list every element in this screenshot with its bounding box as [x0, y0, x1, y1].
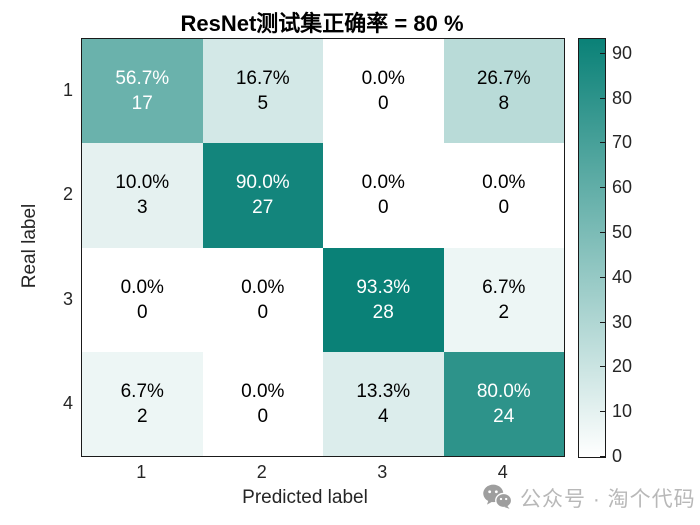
matrix-cell: 0.0% 0 — [82, 247, 203, 352]
chart-title: ResNet测试集正确率 = 80 % — [180, 11, 464, 36]
watermark-text: 公众号 · 淘个代码 — [520, 488, 696, 511]
cell-count: 0 — [257, 405, 269, 427]
cell-percent: 10.0% — [115, 172, 170, 194]
cell-percent: 0.0% — [361, 68, 405, 90]
matrix-cell: 80.0% 24 — [443, 351, 564, 456]
y-tick-label: 4 — [62, 392, 73, 413]
colorbar-tick-label: 70 — [612, 132, 633, 153]
matrix-cell: 10.0% 3 — [82, 143, 203, 248]
matrix-cell: 6.7% 2 — [443, 247, 564, 352]
watermark: 公众号 · 淘个代码 — [482, 483, 696, 513]
cell-count: 0 — [377, 197, 389, 219]
matrix-cell: 0.0% 0 — [323, 143, 444, 248]
colorbar-tick-label: 0 — [612, 446, 623, 466]
cell-percent: 16.7% — [235, 68, 290, 90]
matrix-cell: 93.3% 28 — [323, 247, 444, 352]
colorbar-tick-mark — [600, 97, 606, 99]
matrix-cell: 0.0% 0 — [202, 247, 323, 352]
matrix-cell: 6.7% 2 — [82, 351, 203, 456]
colorbar-tick-mark — [600, 142, 606, 144]
cell-percent: 13.3% — [356, 380, 411, 402]
cell-count: 28 — [372, 301, 394, 323]
cell-count: 27 — [252, 197, 274, 219]
colorbar-tick-label: 80 — [612, 87, 633, 108]
cell-percent: 80.0% — [476, 380, 531, 402]
colorbar-tick-mark — [600, 366, 606, 368]
cell-count: 0 — [377, 93, 389, 115]
cell-percent: 90.0% — [235, 172, 290, 194]
colorbar-tick-label: 90 — [612, 42, 633, 63]
y-tick-label: 3 — [62, 288, 73, 309]
cell-count: 0 — [498, 197, 510, 219]
matrix-cell: 0.0% 0 — [323, 39, 444, 144]
colorbar-gradient — [578, 38, 606, 458]
x-tick-label: 3 — [377, 462, 388, 482]
cell-count: 0 — [136, 301, 148, 323]
cell-percent: 0.0% — [361, 172, 405, 194]
matrix-cell: 0.0% 0 — [443, 143, 564, 248]
cell-percent: 6.7% — [482, 276, 526, 298]
colorbar-tick-mark — [600, 187, 606, 189]
x-tick-label: 4 — [497, 462, 508, 482]
cell-count: 17 — [131, 93, 153, 115]
cell-count: 2 — [136, 405, 148, 427]
wechat-icon — [482, 483, 512, 513]
cell-percent: 26.7% — [476, 68, 531, 90]
matrix-cell: 90.0% 27 — [202, 143, 323, 248]
cell-count: 8 — [498, 93, 510, 115]
cell-count: 3 — [136, 197, 148, 219]
matrix-cell: 16.7% 5 — [202, 39, 323, 144]
cell-percent: 0.0% — [482, 172, 526, 194]
matrix-cell: 0.0% 0 — [202, 351, 323, 456]
matrix-cell: 26.7% 8 — [443, 39, 564, 144]
cell-count: 24 — [493, 405, 515, 427]
x-tick-label: 2 — [256, 462, 267, 482]
cell-count: 4 — [377, 405, 389, 427]
colorbar-tick-mark — [600, 456, 606, 457]
y-axis-label: Real label — [19, 203, 40, 289]
cell-count: 5 — [257, 93, 269, 115]
colorbar-tick-label: 10 — [612, 401, 633, 422]
matrix-grid: 56.7% 17 16.7% 5 0.0% 0 26.7% 8 10.0% 3 90.0% 27 0.0… — [81, 38, 565, 457]
colorbar-tick-mark — [600, 411, 606, 413]
colorbar-tick-mark — [600, 52, 606, 54]
cell-percent: 6.7% — [120, 380, 164, 402]
colorbar-tick-label: 20 — [612, 356, 633, 377]
cell-count: 0 — [257, 301, 269, 323]
y-tick-label: 2 — [62, 184, 73, 205]
cell-percent: 0.0% — [241, 276, 285, 298]
cell-percent: 56.7% — [115, 68, 170, 90]
cell-percent: 0.0% — [120, 276, 164, 298]
colorbar-tick-label: 60 — [612, 177, 633, 198]
y-tick-label: 1 — [62, 80, 73, 101]
x-tick-label: 1 — [136, 462, 147, 482]
colorbar-tick-label: 30 — [612, 311, 633, 332]
x-axis-label: Predicted label — [242, 487, 368, 508]
cell-count: 2 — [498, 301, 510, 323]
matrix-cell: 56.7% 17 — [82, 39, 203, 144]
colorbar-tick-mark — [600, 321, 606, 323]
colorbar-tick-mark — [600, 232, 606, 234]
colorbar-tick-label: 40 — [612, 266, 633, 287]
colorbar-tick-mark — [600, 276, 606, 278]
cell-percent: 93.3% — [356, 276, 411, 298]
matrix-cell: 13.3% 4 — [323, 351, 444, 456]
cell-percent: 0.0% — [241, 380, 285, 402]
colorbar-tick-label: 50 — [612, 222, 633, 243]
